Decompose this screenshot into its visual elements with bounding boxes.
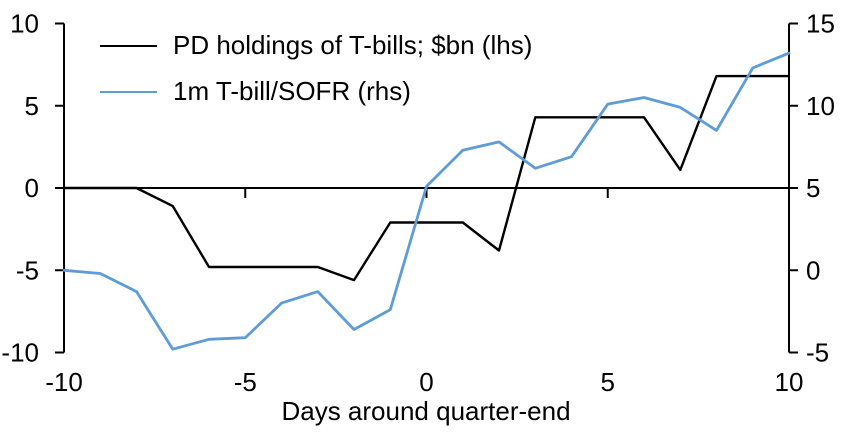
left-axis-tick-label: 10 xyxy=(10,9,39,39)
x-axis-tick-label: 0 xyxy=(419,367,433,397)
right-axis-tick-label: 15 xyxy=(806,9,835,39)
right-axis-tick-label: -5 xyxy=(806,338,829,368)
x-axis-tick-label: 5 xyxy=(601,367,615,397)
left-axis-tick-label: -5 xyxy=(16,255,39,285)
x-axis-title: Days around quarter-end xyxy=(281,396,571,426)
left-axis-tick-label: 5 xyxy=(25,91,39,121)
legend-item-pd-holdings: PD holdings of T-bills; $bn (lhs) xyxy=(100,32,532,59)
right-axis-tick-label: 5 xyxy=(806,173,820,203)
legend-item-tbill-sofr: 1m T-bill/SOFR (rhs) xyxy=(100,78,532,105)
legend: PD holdings of T-bills; $bn (lhs) 1m T-b… xyxy=(100,32,532,105)
series-line-tbill-sofr xyxy=(62,51,791,351)
left-axis-tick-label: -10 xyxy=(1,338,39,368)
legend-line-sample-blue xyxy=(100,90,157,93)
right-axis-tick-label: 10 xyxy=(806,91,835,121)
left-axis-tick-label: 0 xyxy=(25,173,39,203)
right-axis-tick-label: 0 xyxy=(806,255,820,285)
legend-label-pd-holdings: PD holdings of T-bills; $bn (lhs) xyxy=(173,30,533,60)
x-axis-tick-label: 10 xyxy=(775,367,804,397)
x-axis-tick-label: -10 xyxy=(45,367,83,397)
legend-line-sample-black xyxy=(100,44,157,47)
legend-label-tbill-sofr: 1m T-bill/SOFR (rhs) xyxy=(173,76,411,106)
series-line-pd-holdings xyxy=(62,74,791,282)
x-axis-tick-label: -5 xyxy=(234,367,257,397)
